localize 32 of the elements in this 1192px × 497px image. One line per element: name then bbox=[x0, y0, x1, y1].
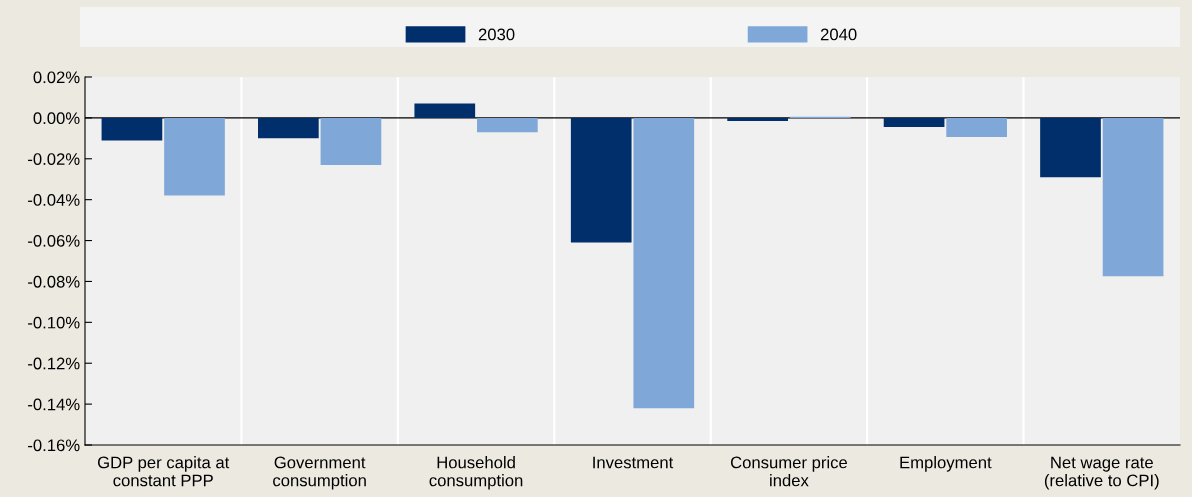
bar bbox=[414, 103, 476, 118]
y-tick-label: -0.10% bbox=[28, 316, 80, 329]
y-tick-label: 0.00% bbox=[33, 112, 80, 125]
bar bbox=[633, 117, 695, 409]
x-tick-label: GDP per capita at constant PPP bbox=[97, 456, 230, 487]
bar bbox=[320, 117, 382, 165]
x-tick-label: Investment bbox=[593, 456, 674, 469]
legend-label: 2040 bbox=[820, 28, 857, 41]
y-tick-label: -0.06% bbox=[28, 234, 80, 247]
bar bbox=[727, 117, 788, 121]
y-tick-label: -0.14% bbox=[28, 398, 80, 411]
y-tick-label: -0.16% bbox=[28, 439, 80, 452]
bar bbox=[570, 117, 632, 243]
bar bbox=[883, 117, 945, 127]
x-tick-label: Employment bbox=[900, 456, 992, 472]
legend-label: 2030 bbox=[478, 28, 515, 41]
y-tick-label: -0.08% bbox=[28, 275, 80, 288]
x-tick-label: Net wage rate (relative to CPI) bbox=[1044, 456, 1159, 490]
bar bbox=[258, 117, 319, 139]
y-tick-label: -0.12% bbox=[28, 357, 80, 370]
x-tick-label: Household consumption bbox=[429, 456, 523, 490]
y-tick-label: -0.02% bbox=[28, 153, 80, 165]
bar bbox=[1040, 117, 1101, 178]
bar bbox=[164, 117, 225, 196]
bar bbox=[946, 117, 1007, 137]
bar bbox=[1102, 117, 1164, 277]
x-tick-label: Government consumption bbox=[273, 456, 366, 490]
bar bbox=[477, 117, 538, 133]
x-tick-label: Consumer price index bbox=[730, 456, 848, 487]
bar bbox=[101, 117, 163, 141]
y-tick-label: -0.04% bbox=[28, 194, 80, 206]
y-tick-label: 0.02% bbox=[33, 71, 80, 84]
